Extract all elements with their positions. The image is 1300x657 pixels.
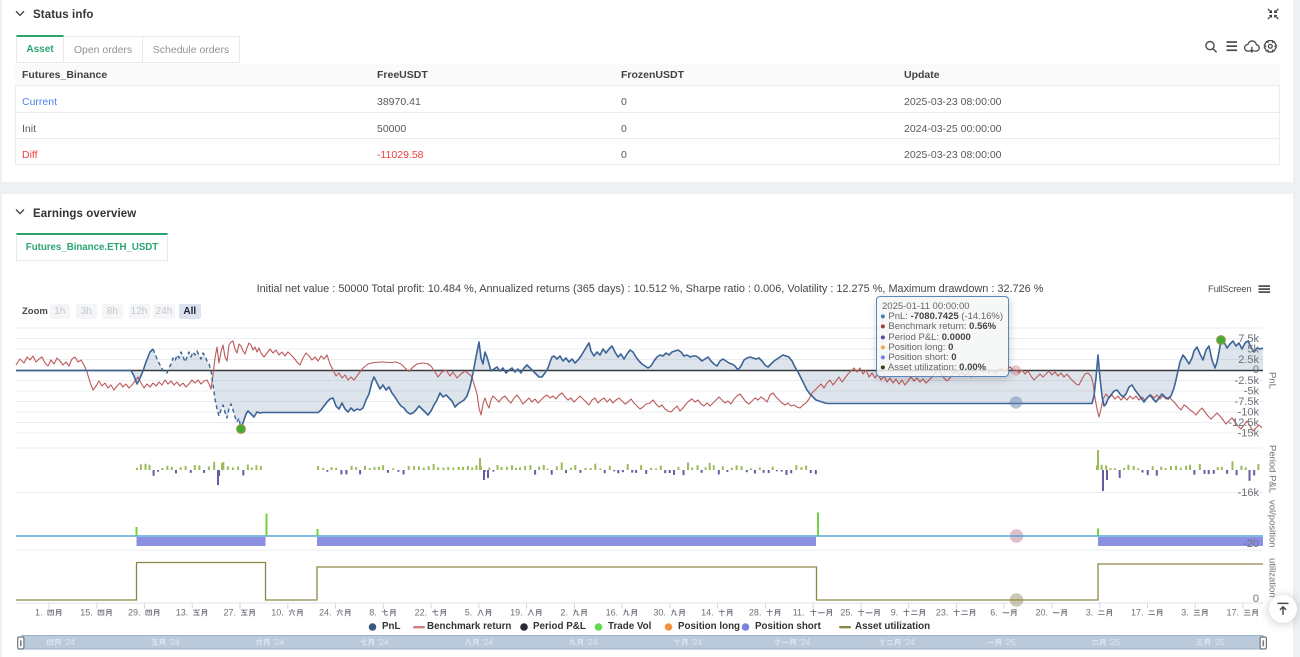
- svg-text:'24: '24: [482, 637, 493, 647]
- svg-text:28.: 28.: [749, 608, 762, 618]
- svg-text:'24: '24: [64, 637, 75, 647]
- svg-text:'24: '24: [587, 637, 598, 647]
- svg-text:'25: '25: [1005, 637, 1016, 647]
- svg-text:17.: 17.: [1227, 608, 1240, 618]
- svg-text:25.: 25.: [840, 608, 853, 618]
- svg-text:5k: 5k: [1247, 344, 1259, 356]
- svg-text:8.: 8.: [369, 608, 377, 618]
- svg-text:17.: 17.: [1131, 608, 1144, 618]
- svg-text:22.: 22.: [415, 608, 428, 618]
- svg-text:27.: 27.: [224, 608, 237, 618]
- svg-text:-5k: -5k: [1244, 386, 1260, 398]
- svg-text:5.: 5.: [465, 608, 473, 618]
- svg-text:13.: 13.: [176, 608, 189, 618]
- svg-text:16.: 16.: [606, 608, 619, 618]
- svg-text:15.: 15.: [80, 608, 93, 618]
- svg-text:2.5k: 2.5k: [1238, 354, 1259, 366]
- svg-text:6.: 6.: [990, 608, 998, 618]
- svg-text:'24: '24: [378, 637, 389, 647]
- svg-text:0: 0: [1253, 364, 1259, 376]
- svg-text:'24: '24: [691, 637, 702, 647]
- svg-text:30.: 30.: [653, 608, 666, 618]
- svg-text:-10k: -10k: [1238, 407, 1260, 419]
- svg-text:'24: '24: [904, 637, 915, 647]
- svg-text:24.: 24.: [319, 608, 332, 618]
- svg-text:2.: 2.: [560, 608, 568, 618]
- svg-text:19.: 19.: [510, 608, 523, 618]
- svg-text:7.5k: 7.5k: [1238, 333, 1259, 345]
- svg-text:29.: 29.: [128, 608, 141, 618]
- svg-text:'24: '24: [273, 637, 284, 647]
- svg-text:'25: '25: [1109, 637, 1120, 647]
- svg-text:-15k: -15k: [1238, 428, 1260, 440]
- svg-text:'24: '24: [169, 637, 180, 647]
- svg-text:14.: 14.: [701, 608, 714, 618]
- svg-text:11.: 11.: [793, 608, 805, 618]
- svg-text:23.: 23.: [936, 608, 949, 618]
- svg-text:-16k: -16k: [1238, 487, 1260, 499]
- svg-text:-20: -20: [1243, 538, 1259, 550]
- svg-text:-12.5k: -12.5k: [1228, 417, 1259, 429]
- svg-text:3.: 3.: [1181, 608, 1189, 618]
- svg-text:3.: 3.: [1086, 608, 1094, 618]
- svg-text:'24: '24: [799, 637, 810, 647]
- svg-text:0: 0: [1253, 593, 1259, 605]
- svg-text:-7.5k: -7.5k: [1235, 396, 1260, 408]
- svg-text:20.: 20.: [1036, 608, 1049, 618]
- svg-text:1.: 1.: [35, 608, 43, 618]
- svg-text:10.: 10.: [271, 608, 284, 618]
- svg-text:'25: '25: [1214, 637, 1225, 647]
- svg-text:9.: 9.: [891, 608, 899, 618]
- svg-text:-2.5k: -2.5k: [1235, 375, 1260, 387]
